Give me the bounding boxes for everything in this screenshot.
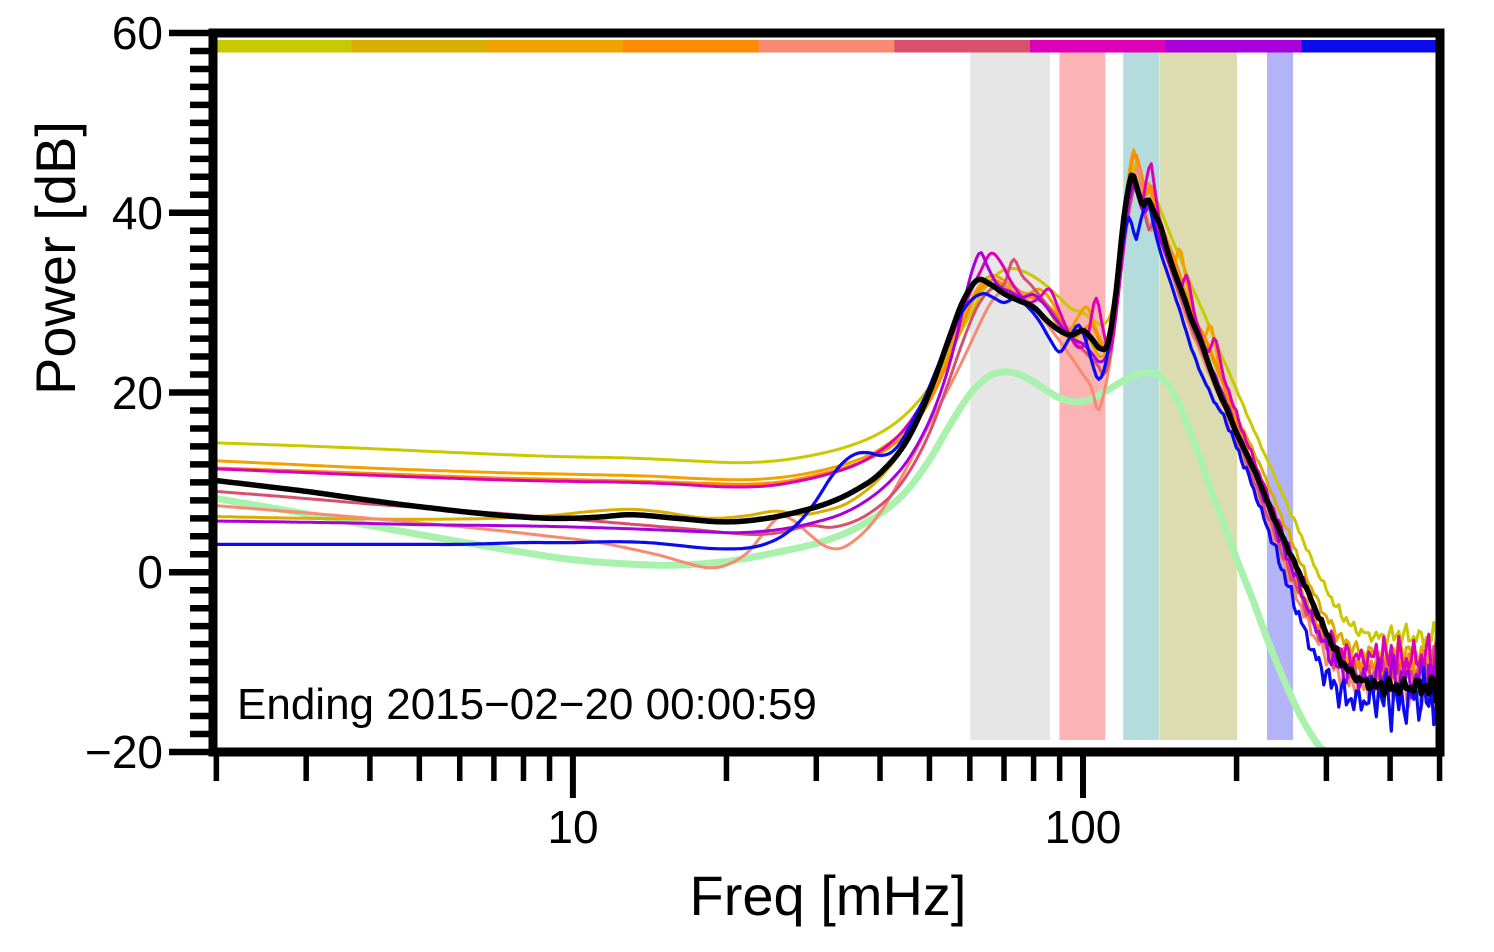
colorbar-segment-3: [623, 40, 760, 53]
series-salmon: [217, 165, 1436, 722]
colorbar-segment-2: [487, 40, 624, 53]
series-gold: [217, 184, 1436, 670]
ending-timestamp-annotation: Ending 2015−02−20 00:00:59: [237, 680, 817, 729]
series-magenta: [217, 162, 1436, 680]
series-yellow-green: [217, 161, 1436, 649]
plot-frame: [208, 28, 1445, 757]
series-blue: [217, 199, 1436, 733]
y-tick-label-40: 40: [111, 187, 163, 239]
colorbar-segment-1: [351, 40, 488, 53]
series-smooth-green: [217, 368, 1327, 748]
colorbar-segment-4: [758, 40, 895, 53]
band-lavender: [1267, 52, 1294, 740]
colorbar-segment-5: [894, 40, 1031, 53]
y-tick-label-20: 20: [111, 367, 163, 419]
x-tick-label-100: 100: [1044, 801, 1122, 853]
series-mean-black: [217, 172, 1436, 704]
colorbar-segment-8: [1301, 40, 1438, 53]
x-tick-label-10: 10: [547, 801, 599, 853]
band-teal: [1123, 52, 1160, 740]
y-tick-label-60: 60: [111, 7, 163, 59]
y-axis-title: Power [dB]: [24, 121, 87, 395]
colorbar-segment-6: [1030, 40, 1167, 53]
colorbar-segment-7: [1165, 40, 1302, 53]
series-dark-orange: [217, 152, 1436, 688]
y-tick-label-0: 0: [137, 546, 163, 598]
colorbar-segment-0: [216, 40, 353, 53]
band-gray: [970, 52, 1051, 740]
x-axis-title: Freq [mHz]: [689, 864, 967, 927]
y-tick-label-m20: −20: [84, 726, 163, 778]
series-purple: [217, 183, 1436, 704]
series-orange: [217, 148, 1436, 684]
